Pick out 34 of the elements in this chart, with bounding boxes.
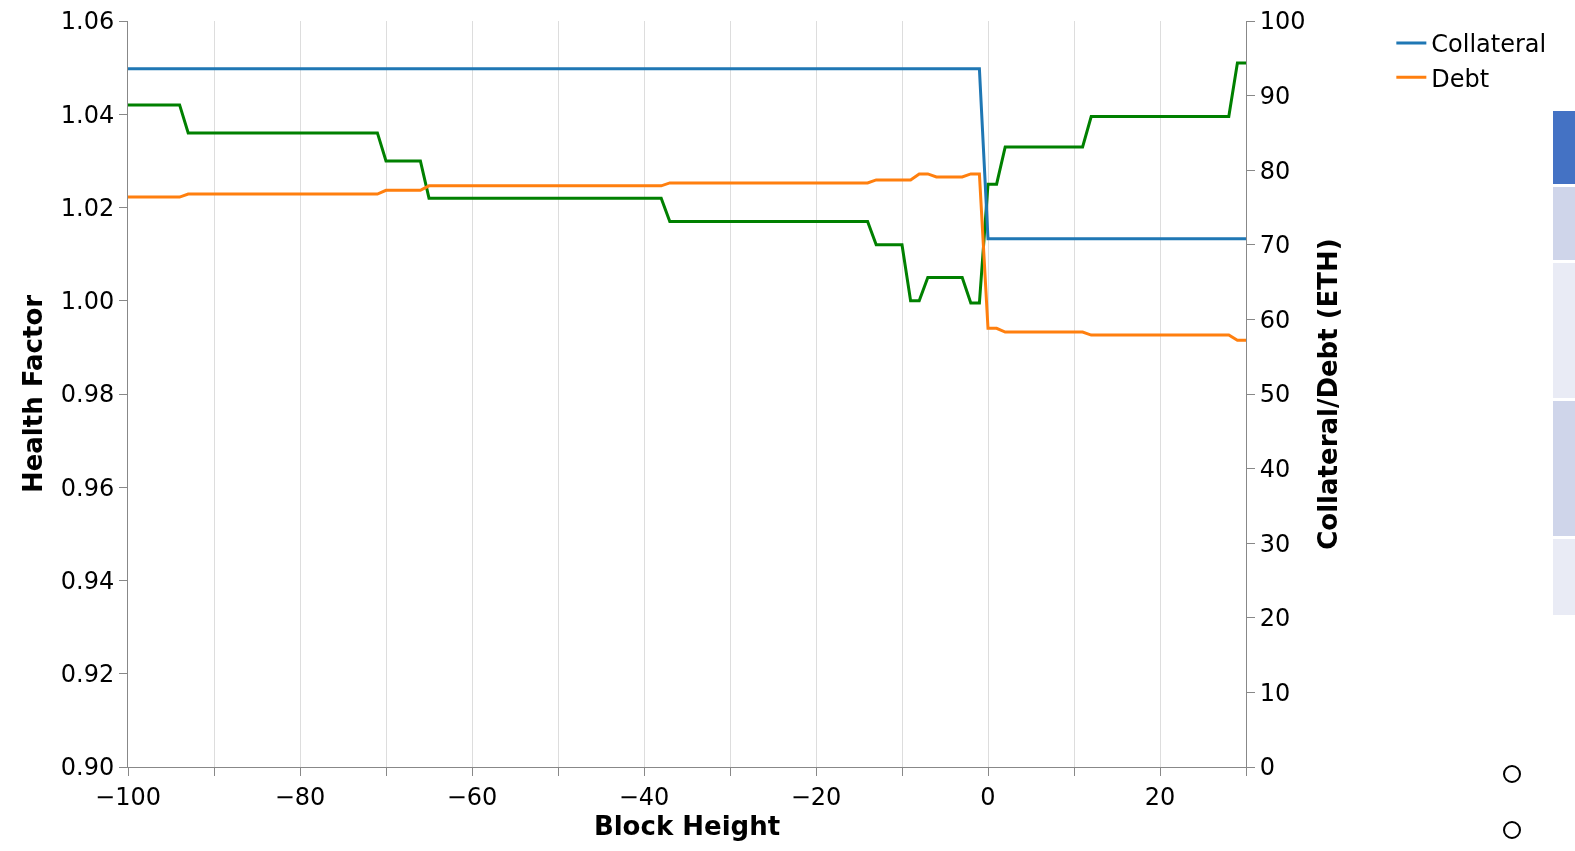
y-tick-label: 1.02 [60, 193, 115, 222]
y-tick-label: 1.00 [60, 287, 115, 316]
y-axis-title: Health Factor [18, 294, 49, 494]
y2-tick-label: 100 [1259, 7, 1306, 36]
y-tick-label: 1.04 [60, 100, 115, 129]
y2-tick-label: 0 [1259, 753, 1276, 782]
y2-tick-label: 90 [1259, 82, 1291, 110]
x-tick-label: −40 [618, 782, 670, 811]
y2-tick-label: 40 [1259, 455, 1291, 483]
x-axis-title: Block Height [593, 810, 781, 841]
y2-tick-label: 50 [1259, 380, 1291, 409]
y2-tick-label: 30 [1259, 529, 1291, 558]
y2-tick-label: 10 [1259, 678, 1291, 707]
y2-tick-label: 80 [1259, 156, 1291, 185]
legend-label: Collateral [1431, 30, 1547, 59]
y-tick-label: 1.06 [60, 7, 115, 36]
x-tick-label: −60 [446, 782, 498, 811]
x-tick-label: 0 [980, 782, 996, 811]
legend-label: Debt [1431, 64, 1490, 93]
y-tick-label: 0.94 [60, 566, 115, 595]
line-series [128, 172, 1246, 342]
y-tick-label: 0.92 [60, 660, 115, 689]
x-tick-label: −100 [95, 782, 161, 811]
y-tick-label: 0.98 [60, 380, 115, 409]
y2-tick-label: 70 [1259, 231, 1291, 260]
x-tick-label: −80 [274, 782, 326, 811]
y2-tick-label: 60 [1259, 305, 1291, 334]
line-series [128, 61, 1246, 305]
y2-axis-title: Collateral/Debt (ETH) [1313, 238, 1344, 550]
y2-tick-label: 20 [1259, 604, 1291, 633]
x-tick-label: −20 [790, 782, 842, 811]
y-tick-label: 0.90 [60, 753, 115, 782]
y-tick-label: 0.96 [60, 473, 115, 502]
x-tick-label: 20 [1144, 782, 1176, 811]
